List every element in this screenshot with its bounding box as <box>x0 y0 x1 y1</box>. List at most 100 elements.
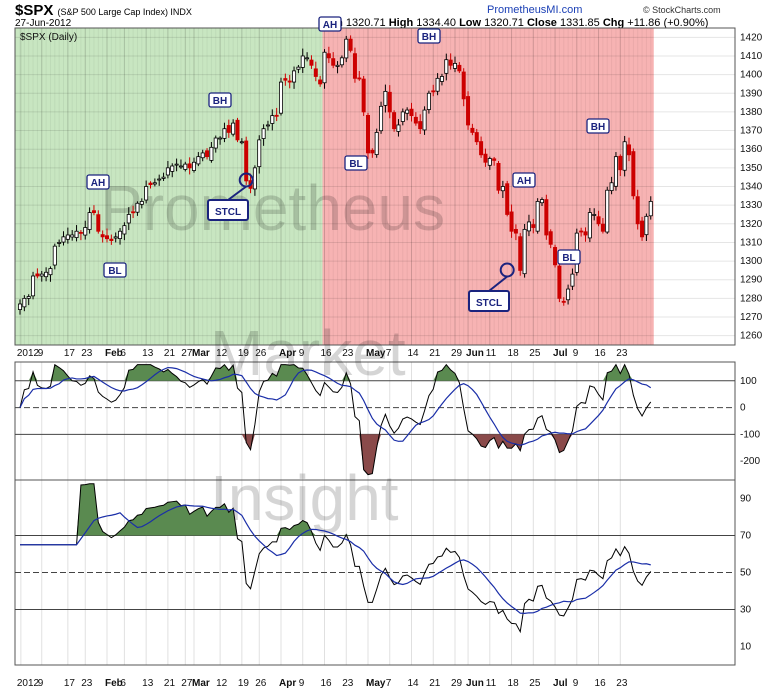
date-tick-label: 16 <box>321 348 333 359</box>
date-tick-label: May <box>366 348 386 359</box>
candle-body <box>370 149 375 154</box>
candle-body <box>65 234 70 240</box>
candle-body <box>361 78 366 113</box>
date-tick-label: Feb <box>105 678 123 689</box>
cci-tick-label: 0 <box>740 403 746 414</box>
candle-body <box>566 288 571 301</box>
candle-body <box>131 211 136 214</box>
candle-body <box>335 64 340 67</box>
candle-body <box>444 59 449 74</box>
annotation-label: AH <box>323 20 337 31</box>
chart-date: 27-Jun-2012 <box>15 18 72 29</box>
date-tick-label: 21 <box>164 678 176 689</box>
candle-body <box>226 125 231 133</box>
cci-line <box>19 363 652 476</box>
date-tick-label: 12 <box>216 348 228 359</box>
candle-body <box>109 238 114 241</box>
candle-body <box>105 235 110 240</box>
annotations: AH BH AH BL STCL BH BL AH STCL BH BL <box>86 16 610 312</box>
annotation-ah: AH <box>86 174 110 190</box>
indicators <box>15 363 735 634</box>
date-tick-label: 9 <box>299 678 305 689</box>
date-tick-label: 21 <box>164 348 176 359</box>
date-tick-label: 23 <box>616 348 628 359</box>
candle-body <box>479 141 484 156</box>
candle-body <box>157 178 162 181</box>
candle-body <box>331 58 336 66</box>
candle-body <box>309 59 314 66</box>
candle-body <box>200 152 205 159</box>
axis-labels: 1260127012801290130013101320133013401350… <box>17 32 763 689</box>
cci-ma-line <box>19 366 652 446</box>
candle-body <box>505 183 510 215</box>
rsi-tick-label: 30 <box>740 605 752 616</box>
candle-body <box>231 122 236 135</box>
candle-body <box>313 68 318 77</box>
chg-value: +11.86 (+0.90%) <box>627 17 709 29</box>
date-tick-label: 25 <box>529 678 541 689</box>
date-tick-label: 16 <box>595 678 607 689</box>
rsi-tick-label: 50 <box>740 568 752 579</box>
candle-body <box>135 202 140 213</box>
candle-body <box>287 80 292 83</box>
candle-body <box>439 76 444 82</box>
candle-body <box>470 127 475 133</box>
rsi-overbought-fill <box>20 483 651 536</box>
candle-body <box>618 155 623 171</box>
annotation-box <box>103 262 127 278</box>
date-tick-label: 23 <box>81 348 93 359</box>
high-value: 1334.40 <box>416 17 457 29</box>
date-tick-label: Mar <box>192 348 210 359</box>
candle-body <box>318 79 323 85</box>
site-link[interactable]: PrometheusMI.com <box>487 4 583 16</box>
candle-body <box>209 146 214 161</box>
candle-body <box>400 111 405 122</box>
candle-body <box>292 70 297 83</box>
candle-body <box>144 186 149 201</box>
candle-body <box>644 215 649 236</box>
candle-body <box>26 296 31 299</box>
date-tick-label: 7 <box>386 678 392 689</box>
candle-body <box>379 105 384 132</box>
candle-body <box>579 230 584 233</box>
candle-body <box>205 150 210 158</box>
candle-body <box>635 196 640 225</box>
candle-body <box>300 55 305 68</box>
candle-body <box>383 91 388 106</box>
annotation-bh: BH <box>417 28 441 44</box>
candle-body <box>365 115 370 154</box>
price-tick-label: 1330 <box>740 200 763 211</box>
date-tick-label: 7 <box>386 348 392 359</box>
candle-body <box>596 216 601 225</box>
candle-body <box>191 161 196 171</box>
date-tick-label: 18 <box>508 678 520 689</box>
candle-body <box>561 300 566 303</box>
date-tick-label: 2012 <box>17 348 40 359</box>
date-tick-label: 6 <box>120 348 126 359</box>
candle-body <box>466 96 471 126</box>
candle-body <box>640 220 645 238</box>
candle-body <box>178 165 183 168</box>
candle-body <box>74 230 79 238</box>
candles <box>17 35 653 315</box>
panel-frame-0 <box>14 27 736 346</box>
cci-tick-label: -100 <box>740 429 760 440</box>
stcl-connector <box>488 275 508 292</box>
candle-body <box>426 92 431 110</box>
candle-body <box>270 115 275 124</box>
date-tick-label: 17 <box>64 678 76 689</box>
annotation-bl: BL <box>557 249 581 265</box>
candle-body <box>31 275 36 297</box>
candle-body <box>392 112 397 130</box>
annotation-label: STCL <box>215 207 241 218</box>
candle-body <box>583 231 588 236</box>
date-tick-label: 17 <box>64 348 76 359</box>
candle-body <box>122 225 127 235</box>
annotation-label: BH <box>591 122 605 133</box>
cci-tick-label: 100 <box>740 376 757 387</box>
candle-body <box>118 230 123 240</box>
candle-body <box>87 212 92 230</box>
candle-body <box>422 109 427 131</box>
candle-body <box>540 199 545 204</box>
candle-body <box>648 201 653 217</box>
